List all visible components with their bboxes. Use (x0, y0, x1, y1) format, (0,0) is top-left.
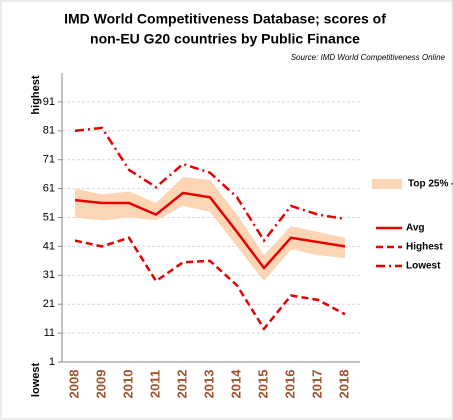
y-tick-label: 71 (43, 154, 55, 166)
y-top-label: highest (30, 75, 42, 114)
band-area (75, 177, 345, 282)
y-bottom-label: lowest (30, 363, 42, 398)
y-tick-label: 21 (43, 298, 55, 310)
x-tick-label: 2017 (309, 370, 324, 399)
series-line (74, 236, 346, 331)
series-line (74, 126, 346, 243)
x-tick-label: 2010 (120, 370, 135, 399)
x-tick-label: 2014 (228, 369, 243, 399)
x-tick-label: 2018 (336, 370, 351, 399)
legend-label: Top 25% - 75% (408, 179, 453, 190)
x-tick-label: 2011 (147, 370, 162, 398)
x-tick-label: 2009 (93, 370, 108, 399)
chart-source: Source: IMD World Competitiveness Online (291, 53, 446, 62)
y-tick-label: 51 (43, 211, 55, 223)
x-tick-label: 2016 (282, 370, 297, 399)
series-line (74, 191, 346, 271)
legend-swatch (372, 179, 402, 189)
y-tick-label: 61 (43, 183, 55, 195)
x-tick-label: 2008 (66, 370, 81, 399)
y-tick-label: 31 (43, 269, 55, 281)
y-tick-label: 41 (43, 240, 55, 252)
y-tick-label: 1 (49, 356, 55, 368)
legend-label: Lowest (406, 261, 441, 272)
y-tick-label: 91 (43, 96, 55, 108)
y-tick-label: 81 (43, 125, 55, 137)
x-tick-label: 2013 (201, 370, 216, 399)
chart-title: non-EU G20 countries by Public Finance (90, 31, 360, 47)
x-tick-label: 2012 (174, 370, 189, 399)
legend-label: Highest (406, 242, 443, 253)
legend-label: Avg (406, 223, 425, 234)
chart-title: IMD World Competitiveness Database; scor… (64, 11, 386, 27)
y-tick-label: 11 (44, 327, 55, 339)
x-tick-label: 2015 (255, 370, 270, 399)
